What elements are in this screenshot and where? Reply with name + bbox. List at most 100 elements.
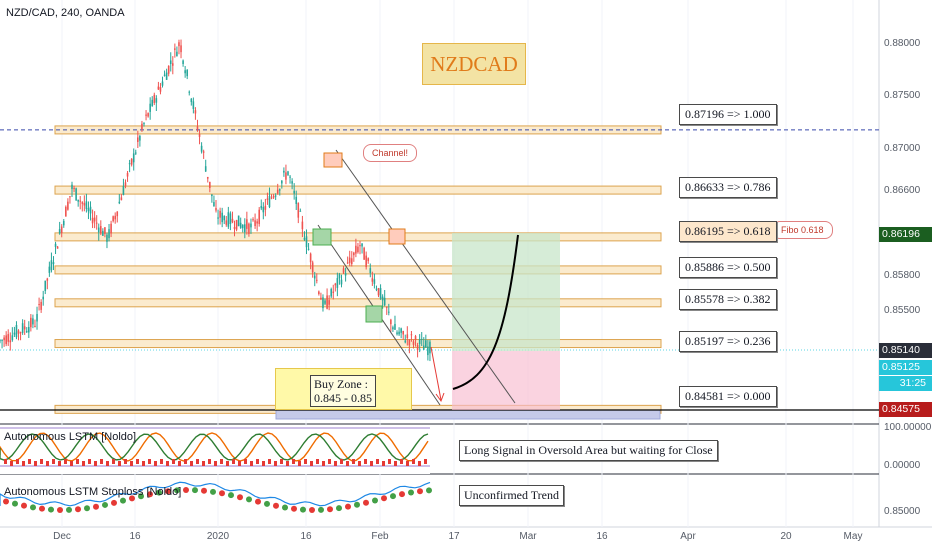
candle-body	[217, 217, 219, 219]
candle-body	[118, 201, 121, 204]
time-tick: May	[843, 531, 863, 542]
candle-body	[348, 257, 351, 263]
fib-band	[54, 185, 662, 195]
stoploss-pane-title[interactable]: Autonomous LSTM Stoploss [Noldo]	[4, 486, 182, 498]
candle-body	[11, 335, 14, 341]
lstm-pane-title[interactable]: Autonomous LSTM [Noldo]	[4, 431, 137, 443]
candle-body	[215, 208, 217, 211]
candle-body	[250, 223, 252, 228]
candle-body	[231, 218, 234, 223]
candle-body	[151, 99, 154, 107]
lstm-marker	[16, 459, 19, 464]
fib-0000-band	[275, 409, 661, 420]
candle-body	[200, 145, 203, 152]
candle-body	[73, 187, 75, 190]
candle-body	[377, 288, 380, 296]
lstm-marker	[40, 459, 43, 464]
candle-body	[7, 334, 10, 342]
candle-body	[112, 216, 114, 222]
lstm-marker	[136, 459, 139, 464]
candle-body	[192, 101, 195, 109]
candle-body	[332, 291, 335, 294]
lstm-marker	[58, 461, 61, 466]
candle-body	[402, 330, 404, 335]
candle-body	[106, 234, 108, 242]
candle-body	[281, 180, 283, 184]
candle-body	[274, 195, 277, 197]
lstm-marker	[4, 459, 7, 464]
candle-body	[165, 72, 168, 80]
stoploss-dot	[264, 500, 270, 507]
candle-body	[42, 296, 44, 300]
stoploss-dot	[12, 500, 18, 507]
fib-label-0618[interactable]: 0.86195 => 0.618	[679, 221, 777, 242]
fib-label-0500[interactable]: 0.85886 => 0.500	[679, 257, 777, 278]
stoploss-dot	[273, 502, 279, 509]
projection-curve	[452, 234, 519, 390]
fib-label-0000[interactable]: 0.84581 => 0.000	[679, 386, 777, 407]
lstm-signal-line	[0, 433, 429, 461]
stoploss-dot	[408, 489, 414, 496]
candle-body	[77, 199, 79, 202]
candle-body	[81, 202, 84, 204]
candle-body	[359, 245, 361, 247]
candle-body	[258, 209, 260, 224]
lstm-line	[0, 432, 429, 462]
buy-zone-box[interactable]: Buy Zone : 0.845 - 0.85	[275, 368, 412, 410]
stoploss-dot	[219, 490, 225, 497]
lstm-marker	[28, 459, 31, 464]
stoploss-note[interactable]: Unconfirmed Trend	[459, 485, 564, 506]
candle-body	[54, 243, 57, 247]
candle-body	[149, 103, 151, 112]
lstm-marker	[364, 459, 367, 464]
stoploss-dot	[156, 489, 162, 496]
lstm-note[interactable]: Long Signal in Oversold Area but waiting…	[459, 440, 718, 461]
lstm-marker	[82, 461, 85, 466]
fibo-callout[interactable]: Fibo 0.618	[772, 221, 833, 239]
candle-body	[361, 243, 363, 247]
candle-body	[239, 222, 242, 228]
fib-label-0236[interactable]: 0.85197 => 0.236	[679, 331, 777, 352]
candle-body	[254, 220, 256, 227]
fib-label-1000[interactable]: 0.87196 => 1.000	[679, 104, 777, 125]
candle-body	[32, 318, 34, 325]
candle-body	[28, 326, 30, 333]
channel-callout[interactable]: Channel!	[363, 144, 418, 162]
lstm-marker	[280, 459, 283, 464]
lstm-marker	[376, 459, 379, 464]
time-tick: Apr	[680, 531, 696, 542]
swing-high-marker	[388, 228, 406, 245]
candle-body	[213, 202, 215, 207]
lstm-marker	[94, 461, 97, 466]
candle-body	[124, 182, 127, 187]
fib-label-0786[interactable]: 0.86633 => 0.786	[679, 177, 777, 198]
candle-body	[235, 219, 238, 230]
candle-body	[260, 205, 263, 209]
lstm-marker	[220, 459, 223, 464]
candle-body	[46, 278, 49, 281]
candle-body	[295, 196, 298, 204]
lstm-marker	[172, 459, 175, 464]
candle-body	[176, 51, 178, 57]
candle-body	[344, 273, 347, 276]
candle-body	[126, 172, 129, 177]
lstm-marker	[202, 461, 205, 466]
candle-body	[65, 206, 67, 217]
lstm-marker	[226, 461, 229, 466]
title-annotation[interactable]: NZDCAD	[422, 43, 526, 85]
candle-body	[324, 300, 326, 304]
stoploss-dot	[3, 498, 9, 505]
candle-body	[248, 223, 250, 234]
lstm-marker	[76, 459, 79, 464]
lstm-marker	[22, 461, 25, 466]
symbol-header: NZD/CAD, 240, OANDA	[6, 7, 125, 19]
fib-band	[54, 339, 662, 349]
candle-body	[83, 203, 86, 206]
candle-body	[342, 268, 345, 273]
candle-body	[278, 189, 281, 191]
candle-body	[414, 336, 417, 341]
stoploss-dot	[174, 487, 180, 494]
candle-body	[128, 163, 131, 165]
fib-label-0382[interactable]: 0.85578 => 0.382	[679, 289, 777, 310]
candle-body	[182, 60, 184, 64]
